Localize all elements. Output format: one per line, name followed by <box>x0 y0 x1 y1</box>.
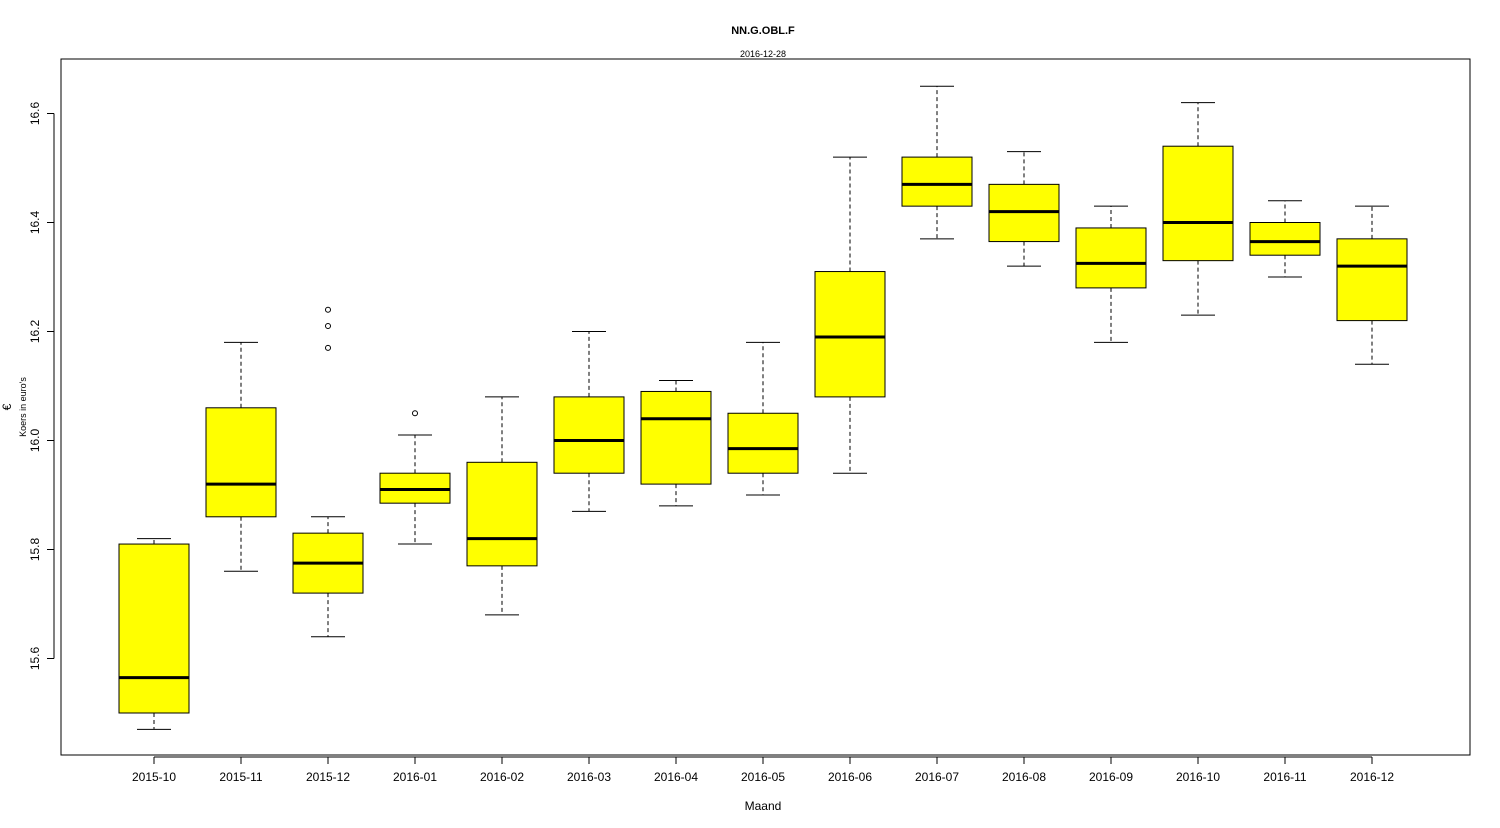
y-tick-label: 15.8 <box>28 537 42 561</box>
x-tick-label: 2016-09 <box>1089 770 1133 784</box>
outlier-point <box>412 410 418 417</box>
box-2016-03 <box>553 331 625 512</box>
iqr-box <box>727 412 799 474</box>
iqr-box <box>118 543 190 714</box>
y-tick-label: 16.6 <box>28 101 42 125</box>
chart-subtitle: 2016-12-28 <box>740 49 786 59</box>
plot-frame <box>60 58 1471 756</box>
iqr-box <box>1336 238 1408 322</box>
iqr-box <box>466 461 538 567</box>
iqr-box <box>640 390 712 485</box>
box-2015-12 <box>292 306 364 638</box>
outlier-point <box>325 344 331 351</box>
x-tick-label: 2016-11 <box>1263 770 1306 784</box>
box-2015-11 <box>205 341 277 572</box>
y-axis-symbol: € <box>0 403 14 410</box>
outlier-point <box>325 306 331 313</box>
box-2015-10 <box>118 538 190 730</box>
x-tick-label: 2016-05 <box>741 770 785 784</box>
chart-title: NN.G.OBL.F <box>731 25 795 37</box>
iqr-box <box>205 407 277 518</box>
x-tick-label: 2016-06 <box>828 770 872 784</box>
y-tick-label: 16.4 <box>28 210 42 234</box>
x-axis-label: Maand <box>745 799 782 813</box>
box-2016-02 <box>466 396 538 616</box>
box-2016-06 <box>814 156 886 474</box>
iqr-box <box>1162 145 1234 262</box>
y-tick-label: 15.6 <box>28 646 42 670</box>
iqr-box <box>1249 222 1321 256</box>
iqr-box <box>553 396 625 474</box>
iqr-box <box>814 271 886 398</box>
outlier-point <box>325 323 331 330</box>
box-2016-05 <box>727 341 799 496</box>
y-tick-label: 16.0 <box>28 428 42 452</box>
x-tick-label: 2016-02 <box>480 770 524 784</box>
x-tick-label: 2015-11 <box>219 770 262 784</box>
box-2016-10 <box>1162 102 1234 316</box>
x-tick-label: 2016-07 <box>915 770 959 784</box>
x-tick-label: 2015-10 <box>132 770 176 784</box>
y-axis-label: Koers in euro's <box>18 377 28 437</box>
iqr-box <box>1075 227 1147 289</box>
x-tick-label: 2016-12 <box>1350 770 1394 784</box>
x-tick-label: 2016-01 <box>393 770 437 784</box>
box-2016-04 <box>640 380 712 507</box>
x-tick-label: 2016-03 <box>567 770 611 784</box>
box-2016-08 <box>988 151 1060 267</box>
box-2016-07 <box>901 85 973 240</box>
x-tick-label: 2015-12 <box>306 770 350 784</box>
iqr-box <box>901 156 973 207</box>
box-series <box>118 85 1408 730</box>
box-2016-12 <box>1336 205 1408 365</box>
x-tick-label: 2016-10 <box>1176 770 1220 784</box>
box-2016-11 <box>1249 200 1321 278</box>
y-tick-label: 16.2 <box>28 319 42 343</box>
box-2016-01 <box>379 410 451 545</box>
x-axis: 2015-10 2015-11 2015-12 2016-01 2016-02 2016-… <box>132 756 1394 784</box>
x-tick-label: 2016-08 <box>1002 770 1046 784</box>
box-2016-09 <box>1075 205 1147 343</box>
x-tick-label: 2016-04 <box>654 770 698 784</box>
y-axis: 15.6 15.8 16.0 16.2 16.4 16.6 <box>28 101 55 670</box>
